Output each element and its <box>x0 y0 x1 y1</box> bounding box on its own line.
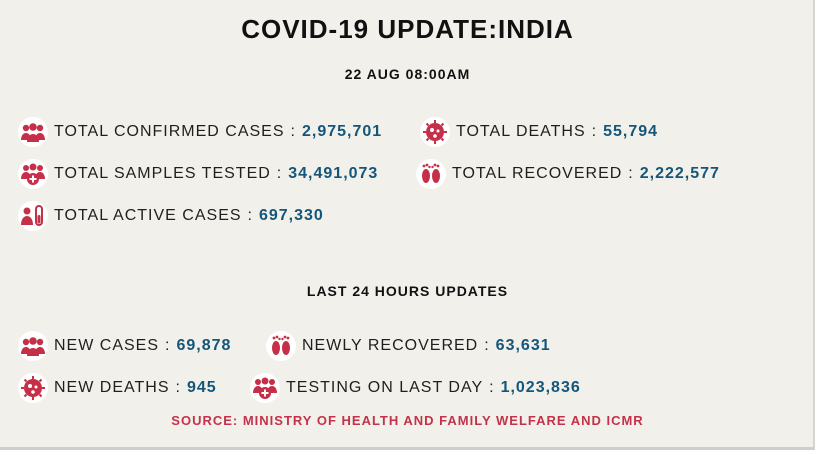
stat-label: TOTAL DEATHS <box>456 123 586 140</box>
stat-value: 697,330 <box>258 207 324 224</box>
stat-total-recovered: TOTAL RECOVERED : 2,222,577 <box>416 158 720 190</box>
stat-label: TESTING ON LAST DAY <box>286 379 484 396</box>
stat-label: TOTAL ACTIVE CASES <box>54 207 242 224</box>
stat-value: 34,491,073 <box>288 165 379 182</box>
people-icon <box>18 117 48 147</box>
stat-value: 69,878 <box>176 337 232 354</box>
people-plus-icon <box>18 159 48 189</box>
footprints-icon <box>266 331 296 361</box>
stat-label: NEW DEATHS <box>54 379 170 396</box>
stat-value: 2,222,577 <box>639 165 720 182</box>
stat-total-confirmed: TOTAL CONFIRMED CASES : 2,975,701 <box>18 116 382 148</box>
people-icon <box>18 331 48 361</box>
stat-value: 945 <box>186 379 217 396</box>
stat-value: 1,023,836 <box>500 379 581 396</box>
stat-new-deaths: NEW DEATHS : 945 <box>18 372 217 404</box>
stat-value: 63,631 <box>495 337 551 354</box>
stat-value: 55,794 <box>603 123 659 140</box>
stat-label: TOTAL SAMPLES TESTED <box>54 165 271 182</box>
footprints-icon <box>416 159 446 189</box>
patient-test-icon <box>18 201 48 231</box>
source-note: SOURCE: MINISTRY OF HEALTH AND FAMILY WE… <box>171 413 644 428</box>
section-title-last-24h: LAST 24 HOURS UPDATES <box>306 283 509 299</box>
stat-testing-last-day: TESTING ON LAST DAY : 1,023,836 <box>250 372 581 404</box>
virus-icon <box>420 117 450 147</box>
stat-new-cases: NEW CASES : 69,878 <box>18 330 231 362</box>
stat-total-deaths: TOTAL DEATHS : 55,794 <box>420 116 658 148</box>
virus-icon <box>18 373 48 403</box>
stat-label: NEW CASES <box>54 337 160 354</box>
stat-total-active: TOTAL ACTIVE CASES : 697,330 <box>18 200 324 232</box>
page-title: COVID-19 UPDATE:INDIA <box>241 14 574 44</box>
stat-label: NEWLY RECOVERED <box>302 337 479 354</box>
stat-value: 2,975,701 <box>301 123 383 140</box>
stat-newly-recovered: NEWLY RECOVERED : 63,631 <box>266 330 551 362</box>
stat-total-tested: TOTAL SAMPLES TESTED : 34,491,073 <box>18 158 378 190</box>
people-plus-icon <box>250 373 280 403</box>
stat-label: TOTAL RECOVERED <box>452 165 623 182</box>
update-timestamp: 22 AUG 08:00AM <box>344 66 471 82</box>
stat-label: TOTAL CONFIRMED CASES <box>54 123 285 140</box>
